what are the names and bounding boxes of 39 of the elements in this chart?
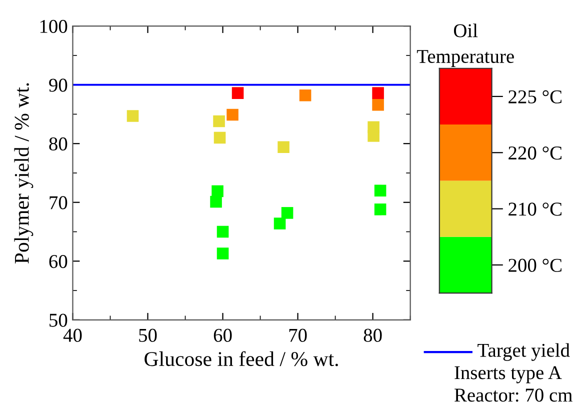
text: 200 °C: [508, 258, 562, 272]
x-axis-title: Glucose in feed / % wt.: [144, 351, 338, 366]
x-tick-label: 40: [63, 328, 82, 342]
y-tick-label: 60: [49, 254, 68, 268]
point: [212, 185, 224, 198]
y-axis-title: Polymer yield / % wt.: [14, 83, 34, 264]
y-tick-label: 50: [50, 314, 68, 327]
text: 225 °C: [508, 90, 562, 104]
point: [216, 248, 229, 260]
point: [226, 108, 238, 121]
point: [372, 87, 384, 99]
point: [368, 130, 380, 142]
y-tick-label: 90: [49, 78, 68, 92]
point: [374, 184, 386, 196]
x-tick-label: 70: [289, 328, 307, 342]
point: [372, 98, 384, 111]
legend-title: Oil Temperature: [416, 24, 514, 67]
point: [213, 115, 225, 128]
text: Reactor: 70 cm: [454, 388, 572, 402]
x-tick-label: 50: [139, 328, 157, 342]
x-tick-label: 60: [214, 328, 232, 342]
point: [210, 196, 222, 208]
point: [374, 204, 386, 216]
point: [214, 132, 226, 144]
text: 210 °C: [508, 202, 562, 216]
point: [126, 110, 139, 122]
legend-label: Target yield: [478, 343, 570, 361]
point: [299, 90, 312, 102]
y-tick-label: 80: [49, 137, 68, 151]
x-tick-label: 80: [364, 328, 382, 342]
text: Inserts type A: [454, 366, 562, 384]
point: [216, 226, 229, 238]
y-tick-label: 100: [40, 20, 68, 33]
point: [281, 207, 294, 219]
text: 220 °C: [508, 146, 562, 160]
point: [278, 141, 290, 154]
y-tick-label: 70: [50, 196, 68, 210]
point: [274, 218, 286, 230]
point: [232, 87, 244, 99]
